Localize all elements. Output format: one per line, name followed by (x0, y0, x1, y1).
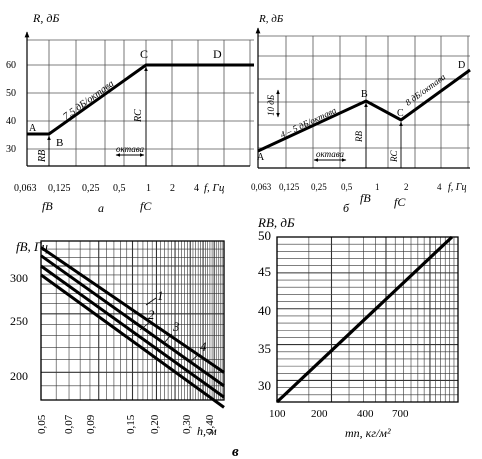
panel-a-ytick-30: 30 (6, 144, 16, 155)
panel-c-ytick-300: 300 (10, 271, 28, 285)
panel-a-point-C: C (140, 47, 148, 61)
panel-b-curve (257, 68, 471, 153)
panel-a-xtick-2: 2 (170, 183, 175, 194)
panel-c-xtick-015: 0,15 (125, 414, 137, 434)
panel-b: R, дБ 0,063 0,125 0,25 0,5 1 2 4 f, Гц A… (251, 13, 471, 215)
panel-a-xtick-05: 0,5 (113, 183, 126, 194)
panel-b-xtick-4: 4 (437, 182, 442, 192)
panel-b-10db-label: 10 дБ (266, 94, 276, 116)
curve-4 (40, 273, 225, 409)
panel-a-xtick-0125: 0,125 (48, 183, 71, 194)
panel-c-curve-label-3: 3 (172, 319, 180, 334)
panel-d-y-axis-label: RВ, дБ (257, 215, 295, 230)
panel-c-xtick-009: 0,09 (85, 414, 97, 434)
panel-b-fc-label: fС (394, 195, 406, 209)
panel-a-rb-label: RВ (37, 150, 48, 163)
panel-b-fb-label: fВ (360, 191, 371, 205)
panel-b-rc-label: RС (389, 150, 399, 163)
panel-b-xtick-05: 0,5 (341, 182, 353, 192)
panel-c-ytick-200: 200 (10, 369, 28, 383)
panel-c-y-axis-label: fВ, Гц (16, 239, 48, 254)
curve-2 (40, 254, 225, 388)
panel-a-point-A: A (29, 123, 37, 134)
panel-c-frame (40, 240, 225, 401)
panel-a-point-B: B (56, 137, 63, 149)
panel-b-point-B: B (361, 89, 368, 100)
panel-c-x-axis-label: h, м (197, 424, 217, 438)
panel-d-ytick-35: 35 (258, 341, 271, 356)
panel-d-ytick-50: 50 (258, 228, 271, 243)
panel-a-xtick-0063: 0,063 (14, 183, 37, 194)
panel-b-xtick-2: 2 (404, 182, 409, 192)
panel-c-ytick-250: 250 (10, 314, 28, 328)
panel-d-ytick-45: 45 (258, 264, 271, 279)
panel-d-curve (275, 235, 454, 404)
panel-a-x-axis-label: f, Гц (204, 182, 225, 194)
panel-b-octave-label: октава (316, 149, 345, 159)
panel-b-xtick-0125: 0,125 (279, 182, 300, 192)
panel-c-xtick-005: 0,05 (36, 414, 48, 434)
panel-a-xtick-4: 4 (194, 183, 199, 194)
panel-a-ytick-40: 40 (6, 116, 16, 127)
panel-b-x-axis-label: f, Гц (448, 182, 466, 193)
panel-b-point-A: A (257, 152, 265, 163)
panel-b-point-C: C (397, 108, 404, 119)
panel-c-leader-3 (163, 333, 173, 344)
panel-a: R, дБ 30 40 50 60 0,063 0,125 0,25 0,5 1… (6, 11, 254, 215)
panel-c-leader-4 (189, 353, 200, 363)
panel-c: fВ, Гц 300 250 200 0,05 0,07 0,09 0,15 0… (10, 239, 239, 459)
panel-c-xtick-020: 0,20 (149, 414, 161, 434)
panel-b-panel-label: б (343, 201, 350, 215)
panel-b-rb-label: RВ (354, 131, 364, 143)
panel-d-frame (276, 236, 459, 403)
panel-c-leader-1 (145, 297, 157, 306)
panel-d-x-axis-label: mп, кг/м² (345, 426, 391, 440)
panel-a-ytick-50: 50 (6, 88, 16, 99)
panel-c-curve-label-4: 4 (200, 339, 207, 354)
panel-c-xtick-040: 0,40 (204, 414, 216, 434)
panel-b-xtick-0063: 0,063 (251, 182, 272, 192)
panel-d-xtick-100: 100 (269, 408, 286, 420)
panel-a-y-axis-label: R, дБ (32, 11, 59, 25)
panel-d-ytick-30: 30 (258, 378, 271, 393)
curve-1 (40, 246, 225, 374)
panel-a-point-D: D (213, 47, 222, 61)
panel-a-rc-label: RС (133, 109, 144, 123)
panel-c-curve-label-2: 2 (148, 307, 155, 322)
panel-b-y-axis-label: R, дБ (258, 13, 284, 25)
panel-c-leader-2 (139, 321, 151, 331)
panel-a-xtick-1: 1 (146, 183, 151, 194)
panel-b-point-D: D (458, 60, 465, 71)
panel-a-ytick-60: 60 (6, 60, 16, 71)
panel-b-xtick-025: 0,25 (311, 182, 327, 192)
panel-d-xtick-400: 400 (357, 408, 374, 420)
panel-d: RВ, дБ 50 45 40 35 30 100 200 400 700 mп… (257, 215, 459, 440)
figure-label: в (232, 444, 239, 459)
curve-3 (40, 264, 225, 399)
panel-a-octave-label: октава (116, 144, 145, 154)
panel-a-panel-label: а (98, 201, 104, 215)
panel-a-fc-label: fС (140, 199, 152, 213)
panel-d-xtick-700: 700 (392, 408, 409, 420)
panel-a-grid (27, 39, 254, 166)
panel-a-curve (27, 63, 254, 136)
panel-b-xtick-1: 1 (375, 182, 380, 192)
panel-a-xtick-025: 0,25 (82, 183, 100, 194)
panel-a-fb-label: fВ (42, 199, 53, 213)
panel-d-ytick-40: 40 (258, 303, 271, 318)
panel-c-curves (40, 246, 225, 409)
panel-c-xtick-007: 0,07 (63, 414, 75, 434)
panel-d-xtick-200: 200 (311, 408, 328, 420)
panel-b-slope1-label: 4 – 5 дБ/октава (279, 105, 339, 140)
panel-c-curve-label-1: 1 (157, 288, 164, 303)
panel-d-grid (276, 236, 458, 403)
panel-c-xtick-030: 0,30 (181, 414, 193, 434)
panel-a-slope-label: 7,5 дБ/октава (61, 78, 116, 122)
